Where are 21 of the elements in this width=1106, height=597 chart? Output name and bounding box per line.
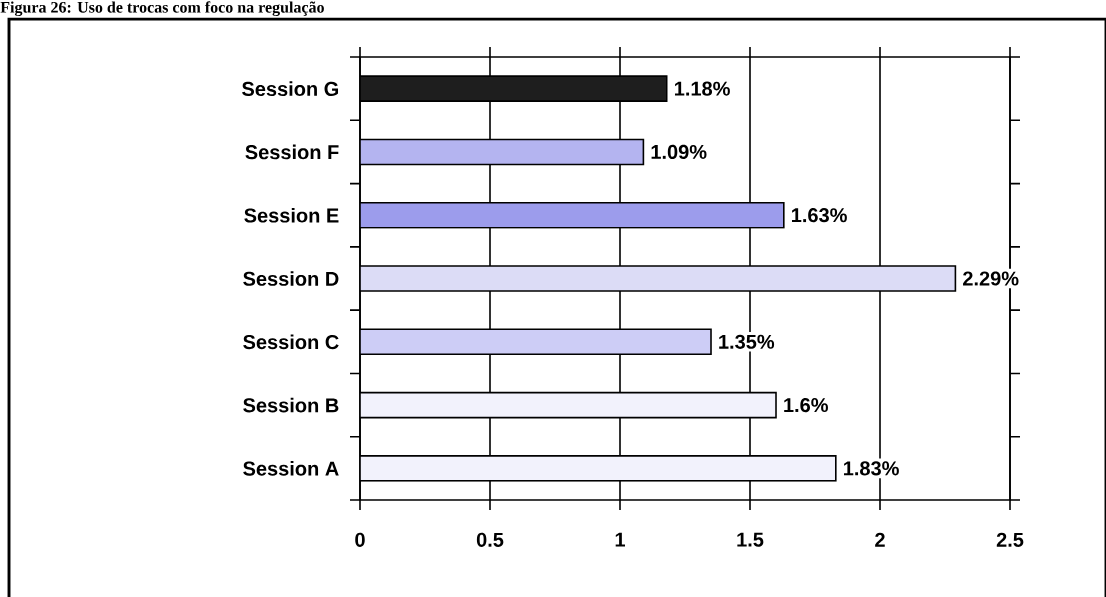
y-tick-label: Session E: [244, 207, 339, 223]
data-label: 2.29%: [963, 271, 1019, 286]
x-tick-label: 2: [875, 532, 885, 547]
data-label: 1.09%: [651, 144, 707, 160]
y-tick-label: Session F: [245, 144, 339, 160]
y-tick-label: Session C: [243, 334, 339, 350]
x-tick-label: 0.5: [476, 532, 504, 547]
x-tick-label: 1.5: [737, 532, 764, 547]
y-tick-label: Session D: [243, 271, 339, 286]
data-label: 1.18%: [675, 81, 730, 96]
x-tick-label: 2.5: [996, 532, 1024, 547]
data-label: 1.6%: [784, 397, 828, 413]
y-tick-label: Session G: [242, 81, 339, 96]
data-label: 1.35%: [719, 334, 775, 349]
x-tick-label: 0: [355, 532, 365, 547]
x-tick-label: 1: [615, 532, 625, 547]
data-label: 1.83%: [844, 461, 899, 476]
data-label: 1.63%: [792, 208, 847, 223]
text: Figura 26: Uso de trocas com foco na regulação: [0, 1, 324, 17]
y-tick-label: Session A: [243, 461, 339, 476]
y-tick-label: Session B: [243, 397, 339, 413]
